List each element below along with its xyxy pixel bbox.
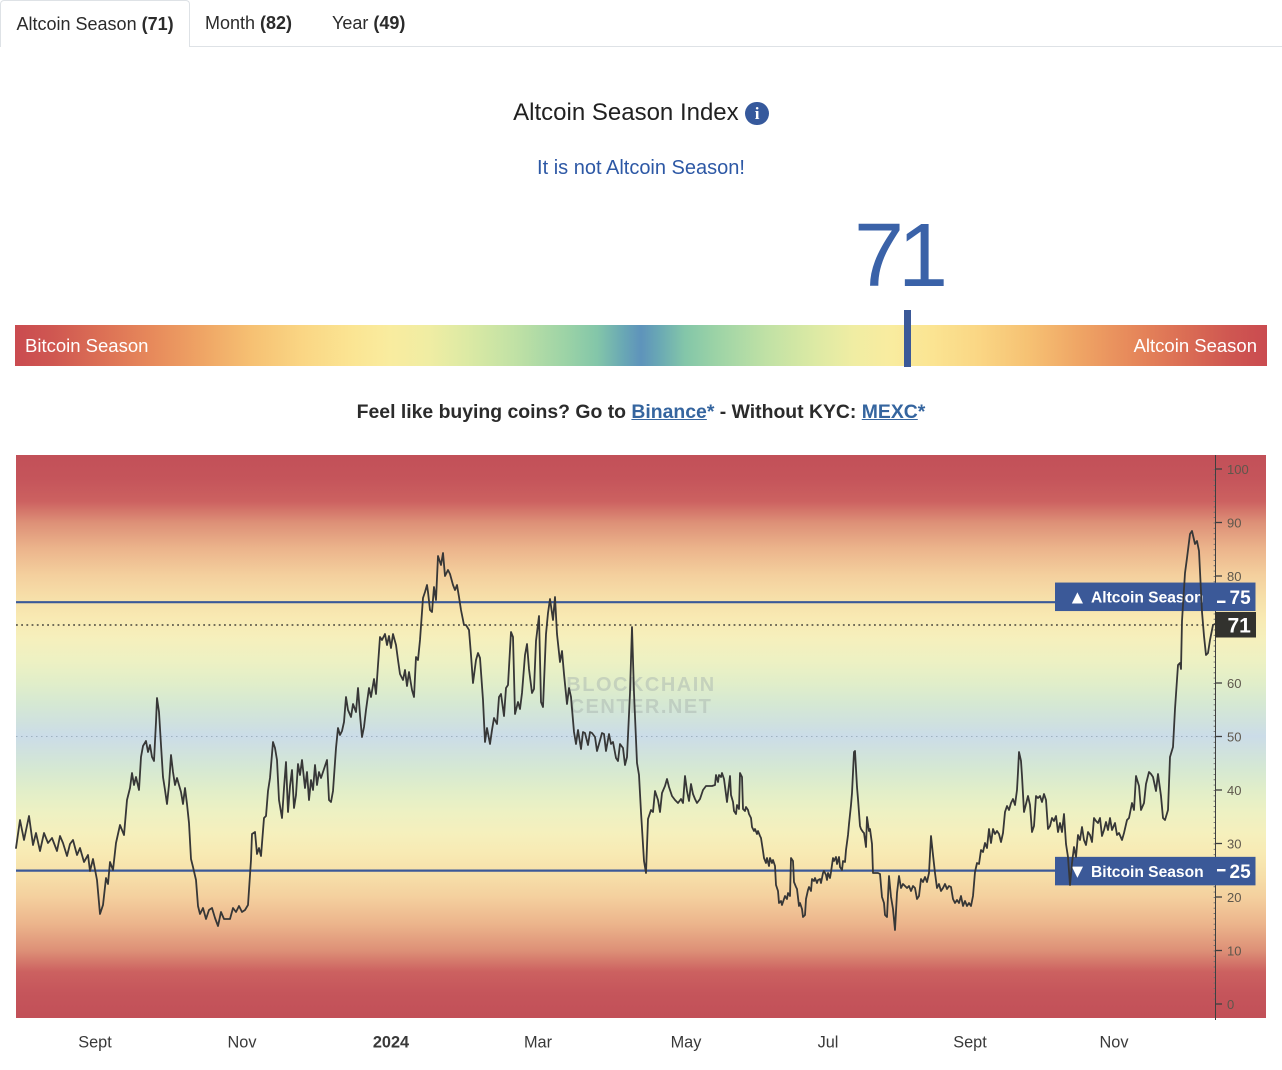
svg-text:20: 20: [1227, 890, 1241, 905]
svg-text:25: 25: [1230, 862, 1252, 883]
svg-text:Jul: Jul: [818, 1034, 839, 1052]
svg-text:Nov: Nov: [1100, 1034, 1130, 1052]
svg-text:Mar: Mar: [524, 1034, 553, 1052]
svg-text:▲: ▲: [1068, 587, 1087, 608]
svg-text:60: 60: [1227, 676, 1241, 691]
svg-text:2024: 2024: [373, 1034, 409, 1052]
svg-text:75: 75: [1230, 588, 1252, 609]
svg-text:40: 40: [1227, 783, 1241, 798]
svg-text:90: 90: [1227, 516, 1241, 531]
svg-text:Altcoin Season: Altcoin Season: [1091, 590, 1204, 607]
svg-text:80: 80: [1227, 569, 1241, 584]
svg-text:May: May: [671, 1034, 703, 1052]
svg-text:Sept: Sept: [78, 1034, 112, 1052]
svg-text:Nov: Nov: [228, 1034, 258, 1052]
svg-text:0: 0: [1227, 997, 1234, 1012]
svg-text:71: 71: [1228, 615, 1252, 638]
svg-text:50: 50: [1227, 730, 1241, 745]
svg-text:Bitcoin Season: Bitcoin Season: [1091, 864, 1204, 881]
svg-text:10: 10: [1227, 944, 1241, 959]
svg-text:100: 100: [1227, 462, 1249, 477]
svg-text:30: 30: [1227, 837, 1241, 852]
svg-text:▼: ▼: [1068, 862, 1087, 883]
svg-text:Sept: Sept: [953, 1034, 987, 1052]
